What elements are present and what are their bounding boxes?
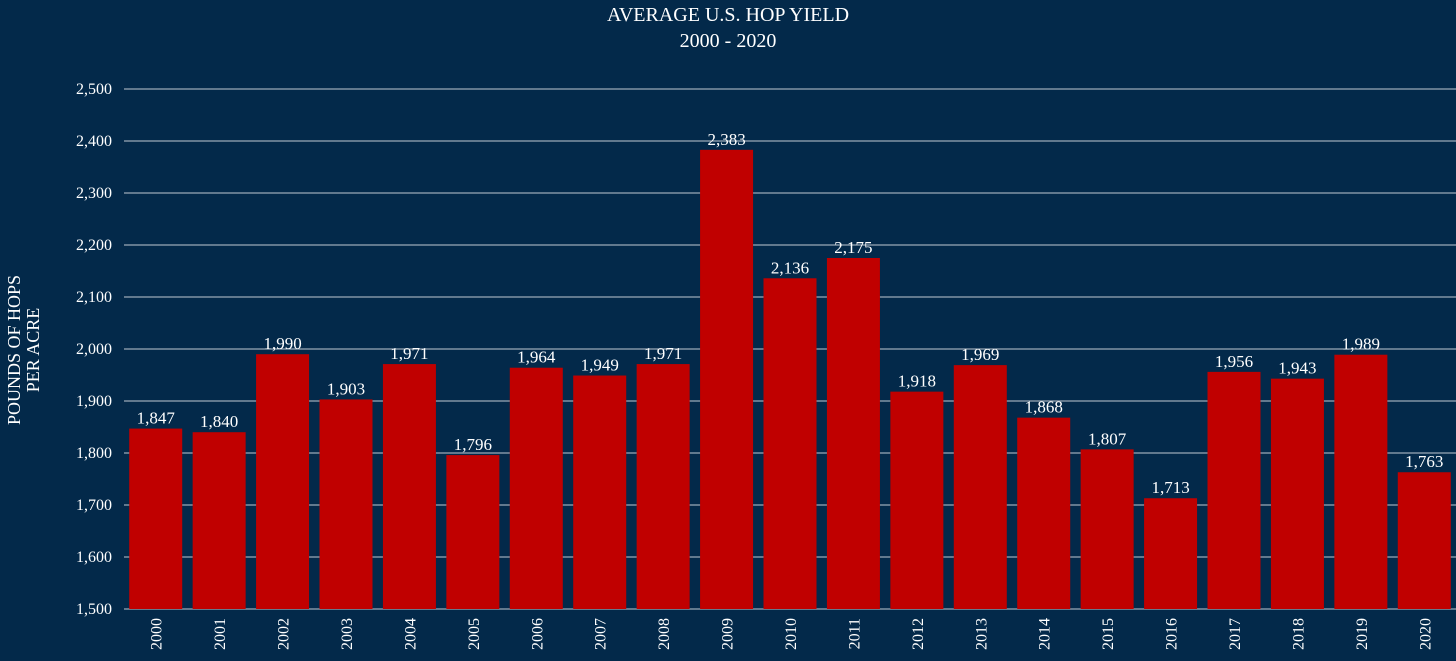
data-label-2009: 2,383 (707, 130, 745, 149)
x-tick-label-2002: 2002 (276, 618, 293, 650)
bar-2014 (1017, 417, 1071, 609)
data-label-2001: 1,840 (200, 412, 238, 431)
bar-2000 (129, 428, 183, 609)
bar-2008 (636, 364, 690, 609)
bar-2004 (382, 364, 436, 609)
bar-2007 (573, 375, 627, 609)
data-label-2018: 1,943 (1278, 359, 1316, 378)
chart-subtitle: 2000 - 2020 (680, 30, 777, 52)
data-label-2011: 2,175 (834, 238, 872, 257)
bar-2002 (256, 354, 310, 609)
bar-2010 (763, 278, 817, 609)
x-tick-label-2003: 2003 (339, 618, 356, 650)
data-label-2007: 1,949 (581, 356, 619, 375)
y-tick-label-2400: 2,400 (76, 133, 112, 150)
data-label-2019: 1,989 (1342, 335, 1380, 354)
y-tick-label-2500: 2,500 (76, 81, 112, 98)
y-axis-ticks: 1,500 1,600 1,700 1,800 1,900 2,000 2,100 2,200… (76, 81, 112, 618)
data-label-2015: 1,807 (1088, 429, 1127, 448)
bar-2013 (953, 365, 1007, 609)
x-tick-label-2018: 2018 (1290, 618, 1307, 650)
y-tick-label-2100: 2,100 (76, 289, 112, 306)
bar-2015 (1080, 449, 1134, 609)
bar-2006 (509, 367, 563, 609)
x-tick-label-2013: 2013 (973, 618, 990, 650)
data-label-2004: 1,971 (390, 344, 428, 363)
bar-2003 (319, 399, 373, 609)
y-tick-label-2000: 2,000 (76, 341, 112, 358)
bar-2009 (700, 149, 754, 609)
bar-2017 (1207, 371, 1261, 609)
bar-2012 (890, 391, 944, 609)
bar-2001 (192, 432, 246, 609)
data-label-2020: 1,763 (1405, 452, 1443, 471)
data-label-2014: 1,868 (1025, 398, 1063, 417)
x-tick-label-2000: 2000 (149, 618, 166, 650)
y-axis-label: POUNDS OF HOPS PER ACRE (4, 275, 43, 425)
y-tick-label-1700: 1,700 (76, 497, 112, 514)
y-axis-label-line-1: POUNDS OF HOPS (4, 275, 24, 425)
chart-title: AVERAGE U.S. HOP YIELD (607, 4, 849, 26)
y-tick-label-1900: 1,900 (76, 393, 112, 410)
x-tick-label-2014: 2014 (1037, 618, 1054, 650)
bar-2020 (1397, 472, 1451, 609)
data-label-2002: 1,990 (263, 334, 301, 353)
data-label-2017: 1,956 (1215, 352, 1253, 371)
data-label-2006: 1,964 (517, 348, 556, 367)
y-axis-label-line-2: PER ACRE (23, 308, 43, 393)
bars (129, 149, 1451, 609)
data-label-2008: 1,971 (644, 344, 682, 363)
x-tick-label-2010: 2010 (783, 618, 800, 650)
data-label-2013: 1,969 (961, 345, 999, 364)
data-label-2016: 1,713 (1151, 478, 1189, 497)
y-tick-label-2200: 2,200 (76, 237, 112, 254)
x-tick-label-2004: 2004 (402, 618, 419, 650)
y-tick-label-1600: 1,600 (76, 549, 112, 566)
data-label-2010: 2,136 (771, 258, 809, 277)
x-tick-label-2017: 2017 (1227, 618, 1244, 650)
x-tick-label-2019: 2019 (1354, 618, 1371, 650)
data-label-2003: 1,903 (327, 379, 365, 398)
x-tick-label-2015: 2015 (1100, 618, 1117, 650)
x-tick-label-2001: 2001 (212, 618, 229, 650)
y-tick-label-1500: 1,500 (76, 601, 112, 618)
y-tick-label-1800: 1,800 (76, 445, 112, 462)
x-tick-label-2009: 2009 (720, 618, 737, 650)
data-label-2005: 1,796 (454, 435, 492, 454)
x-tick-label-2020: 2020 (1417, 618, 1434, 650)
x-axis-ticks: 2000 2001 2002 2003 2004 2005 2006 2007 2008 2009… (149, 618, 1435, 650)
bar-2016 (1144, 498, 1198, 609)
data-label-2012: 1,918 (898, 372, 936, 391)
bar-2019 (1334, 354, 1388, 609)
x-tick-label-2007: 2007 (593, 618, 610, 650)
x-tick-label-2005: 2005 (466, 618, 483, 650)
x-tick-label-2006: 2006 (529, 618, 546, 650)
bar-2011 (826, 258, 880, 609)
bar-2005 (446, 455, 500, 609)
x-tick-label-2008: 2008 (656, 618, 673, 650)
x-tick-label-2016: 2016 (1164, 618, 1181, 650)
data-labels: 1,847 1,840 1,990 1,903 1,971 1,796 1,964 1,949… (137, 130, 1444, 497)
x-tick-label-2011: 2011 (846, 618, 863, 649)
data-label-2000: 1,847 (137, 409, 176, 428)
y-tick-label-2300: 2,300 (76, 185, 112, 202)
x-tick-label-2012: 2012 (910, 618, 927, 650)
bar-2018 (1270, 378, 1324, 609)
